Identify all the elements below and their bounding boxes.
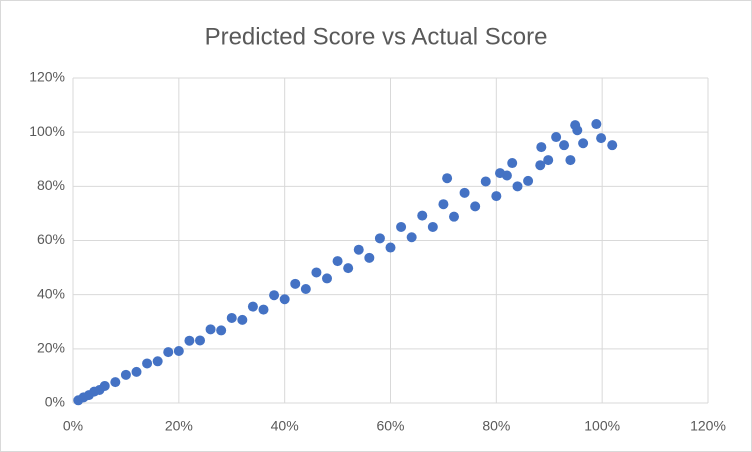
point — [551, 132, 562, 143]
point — [543, 155, 554, 166]
y-tick-label: 80% — [37, 177, 65, 193]
point — [142, 358, 153, 369]
point — [596, 133, 607, 144]
point — [269, 290, 280, 301]
point — [512, 181, 523, 192]
point — [173, 346, 184, 356]
point — [470, 201, 481, 212]
point — [290, 278, 301, 289]
point — [442, 173, 453, 184]
point — [396, 221, 407, 232]
y-tick-label: 100% — [29, 123, 65, 139]
point — [353, 244, 364, 255]
x-tick-label: 20% — [165, 418, 193, 434]
x-tick-label: 0% — [63, 418, 83, 434]
point — [535, 160, 546, 171]
point — [406, 232, 417, 243]
point — [300, 283, 311, 294]
point — [559, 140, 570, 151]
point — [565, 155, 576, 166]
x-tick-label: 100% — [584, 418, 620, 434]
x-tick-label: 80% — [482, 418, 510, 434]
point — [258, 304, 269, 315]
point — [491, 191, 502, 202]
x-tick-label: 60% — [376, 418, 404, 434]
point — [205, 324, 216, 335]
point — [536, 142, 547, 153]
point — [438, 199, 449, 210]
point — [459, 187, 470, 198]
point — [131, 366, 142, 377]
point — [578, 138, 589, 149]
x-tick-label: 120% — [690, 418, 726, 434]
point — [99, 380, 110, 391]
point — [237, 314, 248, 325]
y-tick-label: 20% — [37, 340, 65, 356]
point — [110, 377, 121, 388]
y-tick-label: 40% — [37, 285, 65, 301]
point — [480, 176, 491, 187]
point — [279, 294, 290, 305]
point — [417, 210, 428, 221]
point — [120, 369, 131, 380]
chart-title: Predicted Score vs Actual Score — [205, 23, 548, 50]
point — [385, 242, 396, 253]
point — [591, 119, 602, 130]
y-tick-label: 0% — [45, 394, 65, 410]
point — [343, 263, 354, 274]
point — [311, 267, 322, 278]
point — [427, 221, 438, 232]
y-tick-label: 120% — [29, 69, 65, 85]
x-tick-label: 40% — [271, 418, 299, 434]
point — [364, 252, 375, 263]
point — [495, 168, 506, 179]
point — [332, 256, 343, 267]
point — [322, 273, 332, 284]
point — [195, 335, 205, 346]
point — [184, 335, 195, 346]
point — [523, 175, 534, 186]
point — [374, 233, 385, 244]
point — [216, 325, 227, 336]
point — [607, 140, 618, 151]
point — [163, 347, 174, 358]
y-tick-label: 60% — [37, 231, 65, 247]
point — [507, 158, 518, 169]
point — [247, 301, 258, 312]
point — [226, 312, 237, 323]
point — [152, 356, 163, 367]
point — [449, 211, 459, 222]
point — [570, 120, 581, 131]
